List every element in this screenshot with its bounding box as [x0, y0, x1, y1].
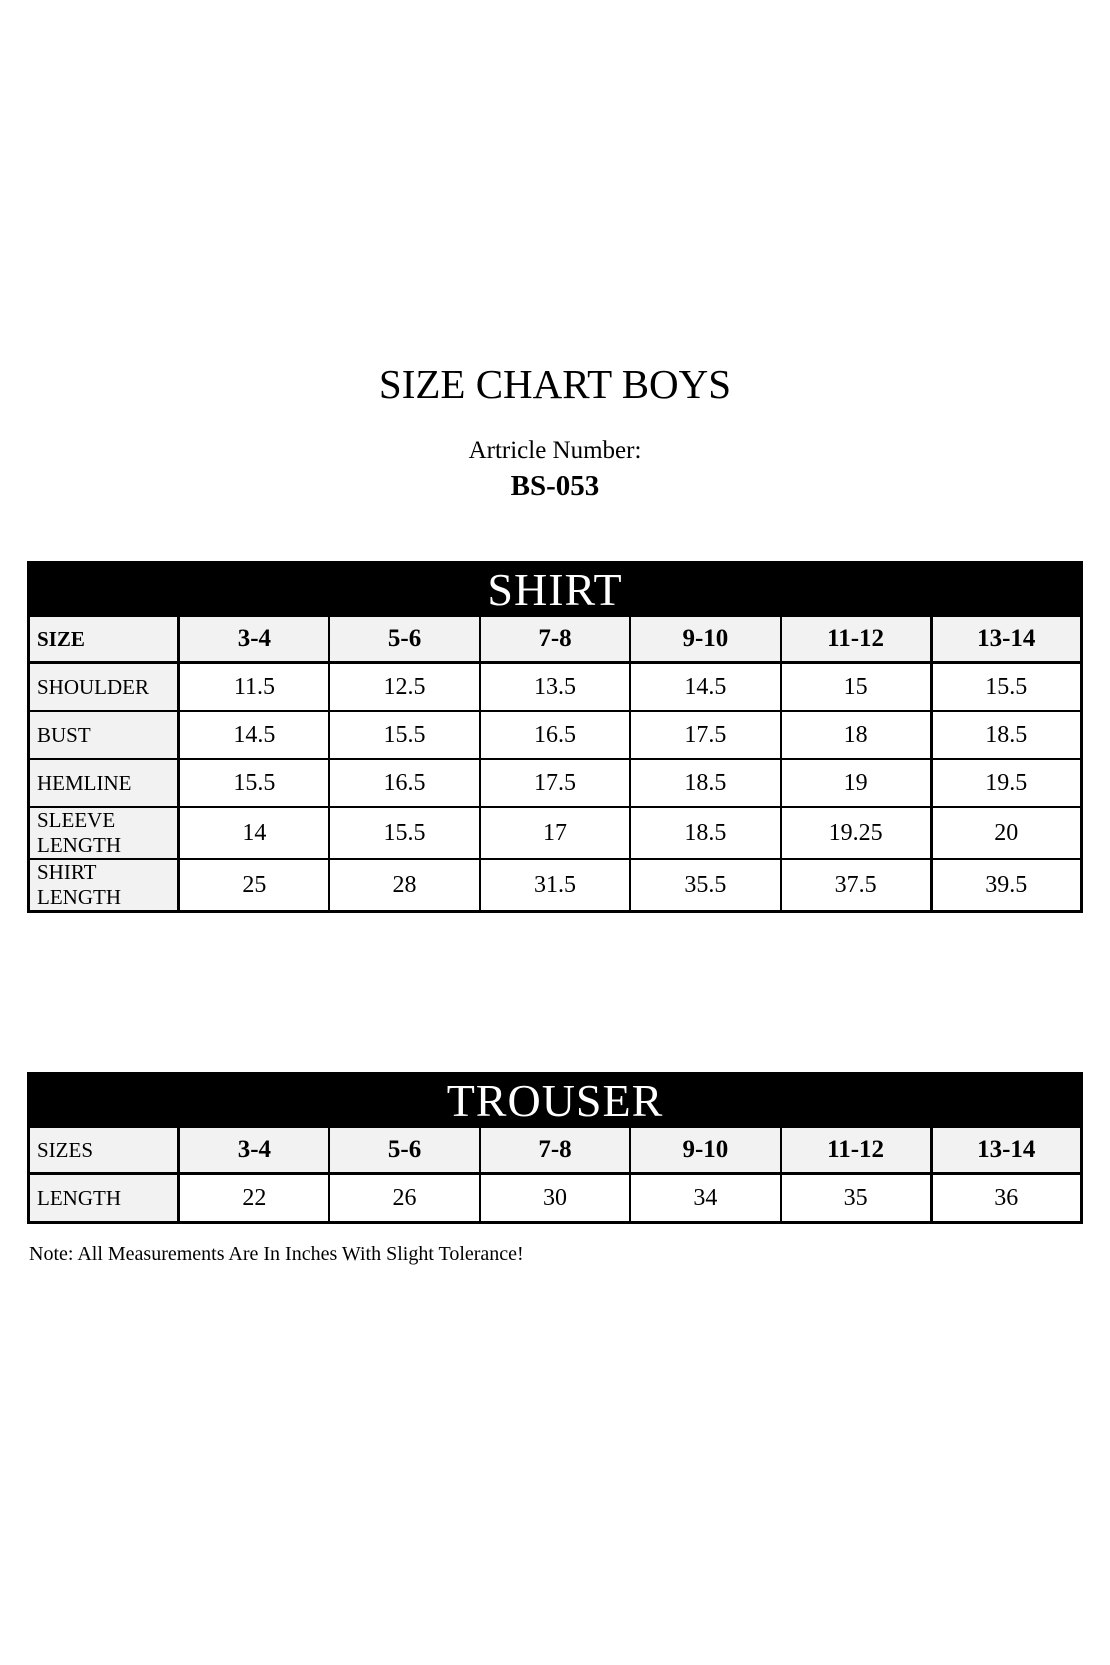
measurement-cell: 14.5: [629, 661, 782, 712]
measurement-cell: 22: [177, 1172, 331, 1224]
measurement-cell: 18: [779, 710, 933, 760]
measurement-cell: 30: [478, 1172, 632, 1224]
table-row-shoulder: SHOULDER 11.5 12.5 13.5 14.5 15 15.5: [27, 661, 1083, 712]
table-row-sleeve-length: SLEEVE LENGTH 14 15.5 17 18.5 19.25 20: [27, 806, 1083, 860]
table-row-bust: BUST 14.5 15.5 16.5 17.5 18 18.5: [27, 710, 1083, 760]
shirt-table-body: SHOULDER 11.5 12.5 13.5 14.5 15 15.5 BUS…: [27, 661, 1083, 913]
measurement-cell: 17.5: [478, 758, 632, 808]
measurement-cell: 19.25: [779, 806, 933, 860]
measurement-cell: 37.5: [779, 858, 933, 913]
measurement-cell: 18.5: [629, 758, 782, 808]
trouser-size-header-row: SIZES 3-4 5-6 7-8 9-10 11-12 13-14: [27, 1126, 1083, 1175]
shirt-table-head: SHIRT SIZE 3-4 5-6 7-8 9-10 11-12 13-14: [27, 561, 1083, 664]
size-column-header: 3-4: [177, 1126, 331, 1175]
measurement-cell: 16.5: [328, 758, 481, 808]
size-column-header: 13-14: [929, 1126, 1083, 1175]
measurement-cell: 19: [779, 758, 933, 808]
size-column-header: 7-8: [478, 1126, 632, 1175]
measurement-cell: 19.5: [929, 758, 1083, 808]
page-title: SIZE CHART BOYS: [378, 361, 732, 407]
measurement-cell: 26: [328, 1172, 481, 1224]
shirt-size-header-row: SIZE 3-4 5-6 7-8 9-10 11-12 13-14: [27, 615, 1083, 664]
row-label: SLEEVE LENGTH: [27, 806, 181, 860]
measurement-cell: 28: [328, 858, 481, 913]
trouser-size-header-label: SIZES: [27, 1126, 181, 1175]
shirt-title-band-row: SHIRT: [27, 561, 1083, 617]
size-column-header: 9-10: [629, 615, 782, 664]
row-label: LENGTH: [27, 1172, 181, 1224]
measurement-cell: 35: [779, 1172, 933, 1224]
measurement-cell: 15.5: [328, 710, 481, 760]
measurement-cell: 16.5: [478, 710, 632, 760]
measurement-cell: 15.5: [177, 758, 331, 808]
trouser-table-title: TROUSER: [27, 1072, 1083, 1128]
size-column-header: 3-4: [177, 615, 331, 664]
row-label: SHOULDER: [27, 661, 181, 712]
article-number-label: Artricle Number:: [468, 437, 642, 464]
measurement-cell: 25: [177, 858, 331, 913]
measurement-cell: 13.5: [478, 661, 632, 712]
size-column-header: 13-14: [929, 615, 1083, 664]
measurement-cell: 17: [478, 806, 632, 860]
measurement-cell: 15.5: [328, 806, 481, 860]
measurement-cell: 34: [629, 1172, 782, 1224]
row-label: HEMLINE: [27, 758, 181, 808]
trouser-size-table: TROUSER SIZES 3-4 5-6 7-8 9-10 11-12 13-…: [27, 1072, 1083, 1224]
article-number-value: BS-053: [510, 470, 600, 502]
measurement-cell: 11.5: [177, 661, 331, 712]
measurement-cell: 18.5: [929, 710, 1083, 760]
table-row-hemline: HEMLINE 15.5 16.5 17.5 18.5 19 19.5: [27, 758, 1083, 808]
measurement-cell: 20: [929, 806, 1083, 860]
measurement-cell: 17.5: [629, 710, 782, 760]
size-column-header: 9-10: [629, 1126, 782, 1175]
measurement-cell: 36: [929, 1172, 1083, 1224]
table-row-shirt-length: SHIRT LENGTH 25 28 31.5 35.5 37.5 39.5: [27, 858, 1083, 913]
measurement-cell: 14.5: [177, 710, 331, 760]
measurement-cell: 14: [177, 806, 331, 860]
trouser-table-body: LENGTH 22 26 30 34 35 36: [27, 1172, 1083, 1224]
measurement-cell: 18.5: [629, 806, 782, 860]
table-row-length: LENGTH 22 26 30 34 35 36: [27, 1172, 1083, 1224]
size-column-header: 7-8: [478, 615, 632, 664]
measurement-cell: 15.5: [929, 661, 1083, 712]
row-label: SHIRT LENGTH: [27, 858, 181, 913]
measurement-cell: 15: [779, 661, 933, 712]
trouser-title-band-row: TROUSER: [27, 1072, 1083, 1128]
measurement-cell: 12.5: [328, 661, 481, 712]
measurement-cell: 35.5: [629, 858, 782, 913]
measurement-note: Note: All Measurements Are In Inches Wit…: [29, 1243, 524, 1265]
shirt-table-title: SHIRT: [27, 561, 1083, 617]
measurement-cell: 39.5: [929, 858, 1083, 913]
shirt-size-header-label: SIZE: [27, 615, 181, 664]
trouser-table-head: TROUSER SIZES 3-4 5-6 7-8 9-10 11-12 13-…: [27, 1072, 1083, 1175]
measurement-cell: 31.5: [478, 858, 632, 913]
row-label: BUST: [27, 710, 181, 760]
size-column-header: 11-12: [779, 615, 933, 664]
size-column-header: 11-12: [779, 1126, 933, 1175]
shirt-size-table: SHIRT SIZE 3-4 5-6 7-8 9-10 11-12 13-14 …: [27, 561, 1083, 913]
size-column-header: 5-6: [328, 615, 481, 664]
size-column-header: 5-6: [328, 1126, 481, 1175]
